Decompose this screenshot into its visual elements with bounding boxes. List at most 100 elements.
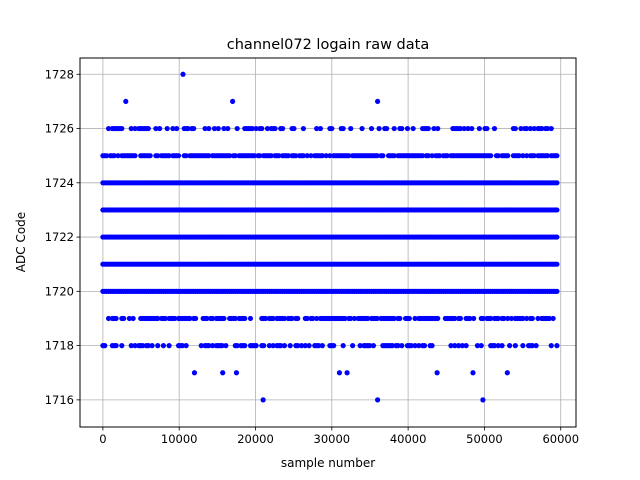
- data-point: [270, 343, 276, 349]
- data-point: [367, 343, 373, 349]
- data-point: [499, 343, 505, 349]
- data-point: [319, 153, 325, 159]
- data-point: [278, 343, 284, 349]
- chart-title: channel072 logain raw data: [227, 37, 429, 53]
- data-point: [166, 343, 172, 349]
- data-point: [306, 343, 312, 349]
- data-point: [412, 343, 418, 349]
- data-point: [548, 125, 554, 132]
- data-point: [276, 153, 282, 159]
- data-point: [505, 315, 511, 322]
- data-point: [185, 125, 191, 132]
- data-point: [544, 153, 551, 159]
- data-point: [111, 153, 117, 159]
- data-point: [375, 397, 381, 403]
- data-point: [119, 125, 125, 132]
- data-point: [375, 98, 381, 105]
- data-point: [501, 315, 507, 322]
- data-point: [281, 315, 288, 322]
- data-point: [155, 315, 161, 322]
- data-point: [232, 315, 238, 322]
- data-point: [484, 125, 490, 132]
- data-point: [412, 315, 418, 322]
- data-point: [524, 153, 530, 159]
- y-axis-label: ADC Code: [14, 212, 28, 272]
- data-point: [128, 343, 134, 349]
- data-point: [359, 125, 365, 132]
- x-tick-label: 30000: [314, 432, 351, 446]
- data-point: [221, 315, 227, 322]
- data-point: [270, 315, 276, 322]
- data-point: [410, 125, 416, 132]
- y-tick-label: 1724: [45, 176, 74, 190]
- data-point: [206, 153, 212, 159]
- data-point: [491, 125, 498, 132]
- data-point: [287, 343, 293, 349]
- data-point: [317, 125, 324, 132]
- data-point: [457, 315, 464, 322]
- data-point: [357, 343, 363, 349]
- data-point: [452, 343, 458, 349]
- data-point: [370, 343, 377, 349]
- data-point: [397, 315, 403, 322]
- data-point: [391, 125, 397, 132]
- data-point: [488, 315, 494, 322]
- data-point: [348, 315, 354, 322]
- data-point: [389, 343, 395, 349]
- data-point: [215, 125, 221, 132]
- data-point: [518, 125, 524, 132]
- data-point: [264, 125, 271, 132]
- data-point: [524, 315, 530, 322]
- data-point: [329, 125, 335, 132]
- data-point: [198, 343, 204, 349]
- data-point: [406, 315, 412, 322]
- data-point: [319, 343, 325, 349]
- data-point: [259, 125, 265, 132]
- data-point: [429, 343, 435, 349]
- data-point: [435, 125, 441, 132]
- data-point: [461, 125, 467, 132]
- data-point: [463, 343, 469, 349]
- data-point: [262, 315, 269, 322]
- data-point: [179, 343, 185, 349]
- data-point: [376, 125, 382, 132]
- data-point: [304, 153, 310, 159]
- data-point: [145, 125, 151, 132]
- data-point: [315, 343, 322, 349]
- data-point: [527, 125, 534, 132]
- data-point: [268, 153, 274, 159]
- data-point: [531, 153, 537, 159]
- data-point: [391, 153, 397, 159]
- data-points: [100, 71, 560, 403]
- data-point: [431, 125, 437, 132]
- data-point: [488, 153, 494, 159]
- data-point: [253, 125, 259, 132]
- data-point: [554, 234, 560, 240]
- data-point: [455, 343, 462, 349]
- data-point: [272, 125, 278, 132]
- data-point: [520, 343, 526, 349]
- data-point: [520, 153, 526, 159]
- data-point: [289, 315, 295, 322]
- data-point: [261, 343, 267, 349]
- data-point: [251, 153, 257, 159]
- data-point: [323, 153, 329, 159]
- data-point: [467, 315, 473, 322]
- data-point: [132, 125, 138, 132]
- data-point: [119, 343, 125, 349]
- data-point: [554, 180, 560, 186]
- data-point: [121, 315, 127, 322]
- data-point: [149, 343, 155, 349]
- data-point: [380, 153, 386, 159]
- data-point: [478, 343, 484, 349]
- data-point: [300, 153, 307, 159]
- data-point: [281, 343, 288, 349]
- data-point: [404, 125, 411, 132]
- data-point: [183, 343, 189, 349]
- x-tick-label: 10000: [161, 432, 198, 446]
- data-point: [457, 125, 464, 132]
- data-point: [115, 153, 121, 159]
- data-point: [539, 125, 545, 132]
